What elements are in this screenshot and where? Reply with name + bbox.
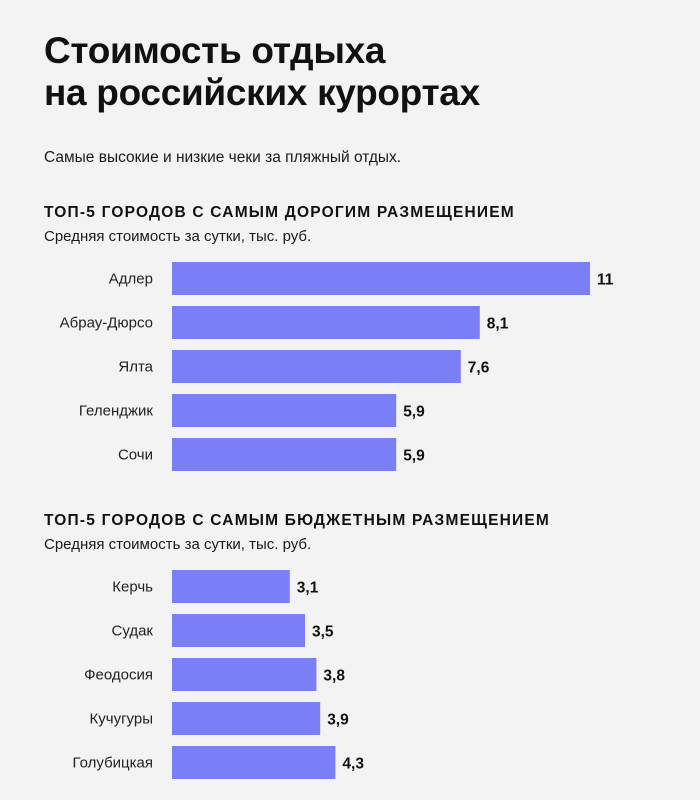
bar xyxy=(172,658,317,691)
category-label: Сочи xyxy=(118,447,153,464)
category-label: Феодосия xyxy=(84,667,153,684)
value-label: 4,3 xyxy=(342,756,364,773)
category-label: Керчь xyxy=(112,579,153,596)
value-label: 5,9 xyxy=(403,404,425,421)
expensive-section-note: Средняя стоимость за сутки, тыс. руб. xyxy=(44,228,312,245)
bar xyxy=(172,614,305,647)
bar xyxy=(172,702,321,735)
bar xyxy=(172,394,397,427)
bar xyxy=(172,438,397,471)
budget-section-heading: ТОП-5 ГОРОДОВ С САМЫМ БЮДЖЕТНЫМ РАЗМЕЩЕН… xyxy=(44,512,551,529)
page-title-line-2: на российских курортах xyxy=(44,72,480,113)
bar xyxy=(172,306,480,339)
bar xyxy=(172,350,461,383)
page-title-line-1: Стоимость отдыха xyxy=(44,30,386,71)
value-label: 3,1 xyxy=(297,580,319,597)
budget-bar-chart: Керчь 3,1 Судак 3,5 Феодосия 3,8 Кучугуры 3,9 Го… xyxy=(73,570,364,779)
category-label: Судак xyxy=(112,623,154,640)
page-subtitle: Самые высокие и низкие чеки за пляжный о… xyxy=(44,149,402,166)
value-label: 11 xyxy=(597,272,614,289)
bar xyxy=(172,746,336,779)
value-label: 7,6 xyxy=(468,360,490,377)
value-label: 3,5 xyxy=(312,624,334,641)
value-label: 3,8 xyxy=(323,668,345,685)
category-label: Голубицкая xyxy=(73,755,153,772)
value-label: 3,9 xyxy=(327,712,349,729)
bar xyxy=(172,262,590,295)
category-label: Абрау-Дюрсо xyxy=(60,315,153,332)
bar xyxy=(172,570,290,603)
value-label: 8,1 xyxy=(487,316,509,333)
page-title: Стоимость отдыха на российских курортах xyxy=(44,30,664,114)
budget-section-note: Средняя стоимость за сутки, тыс. руб. xyxy=(44,536,312,553)
category-label: Ялта xyxy=(118,359,153,376)
expensive-section-heading: ТОП-5 ГОРОДОВ С САМЫМ ДОРОГИМ РАЗМЕЩЕНИЕ… xyxy=(44,204,515,221)
category-label: Адлер xyxy=(109,271,153,288)
category-label: Геленджик xyxy=(79,403,154,420)
category-label: Кучугуры xyxy=(90,711,153,728)
value-label: 5,9 xyxy=(403,448,425,465)
expensive-bar-chart: Адлер 11 Абрау-Дюрсо 8,1 Ялта 7,6 Геленджик 5,9… xyxy=(60,262,614,471)
